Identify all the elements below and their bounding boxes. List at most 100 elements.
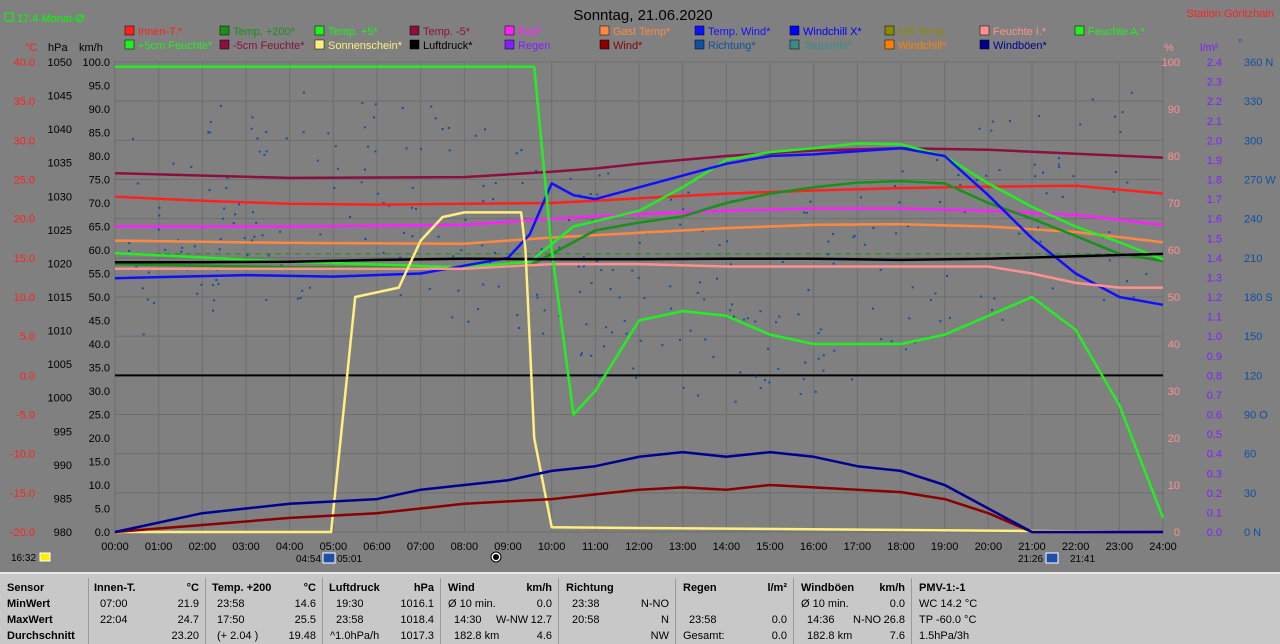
direction-point bbox=[580, 352, 583, 355]
legend-label: -5cm Feuchte* bbox=[233, 40, 305, 52]
direction-point bbox=[579, 290, 582, 293]
direction-tick: 30 bbox=[1244, 488, 1256, 500]
direction-point bbox=[399, 256, 402, 259]
temp-tick: 20.0 bbox=[14, 214, 35, 226]
direction-point bbox=[223, 207, 226, 210]
direction-point bbox=[193, 245, 196, 248]
direction-point bbox=[661, 344, 664, 347]
direction-point bbox=[948, 316, 951, 319]
direction-point bbox=[625, 332, 628, 335]
direction-point bbox=[936, 158, 939, 161]
series-line-temp-5 bbox=[114, 142, 1164, 269]
direction-point bbox=[447, 126, 450, 129]
direction-point bbox=[482, 184, 485, 187]
direction-point bbox=[263, 153, 266, 156]
statistics-panel: Sensor MinWert MaxWert Durchschnitt Inne… bbox=[0, 572, 1280, 644]
direction-point bbox=[540, 248, 543, 251]
temp-tick: 30.0 bbox=[14, 135, 35, 147]
direction-point bbox=[364, 168, 367, 171]
direction-point bbox=[852, 236, 855, 239]
direction-point bbox=[729, 309, 732, 312]
direction-point bbox=[957, 173, 960, 176]
time-tick: 15:00 bbox=[756, 541, 784, 553]
stats-wind: Wind km/h Ø 10 min. 0.0 14:30 W-NW 12.7 … bbox=[440, 578, 559, 644]
pressure-tick: 1025 bbox=[48, 225, 72, 237]
direction-point bbox=[945, 274, 948, 277]
direction-point bbox=[568, 219, 571, 222]
direction-point bbox=[279, 230, 282, 233]
direction-point bbox=[414, 207, 417, 210]
rain-tick: 0.5 bbox=[1207, 429, 1222, 441]
wind-tick: 100.0 bbox=[82, 57, 110, 69]
direction-point bbox=[1057, 163, 1060, 166]
direction-tick: 270 W bbox=[1244, 175, 1276, 187]
rain-tick: 1.7 bbox=[1207, 194, 1222, 206]
time-tick: 05:00 bbox=[320, 541, 348, 553]
legend-label: Innen-T.* bbox=[138, 26, 183, 38]
pressure-tick: 1020 bbox=[48, 258, 72, 270]
wind-tick: 80.0 bbox=[89, 151, 110, 163]
temp-tick: -5.0 bbox=[16, 410, 35, 422]
direction-point bbox=[302, 131, 305, 134]
regen-unit: l/m² bbox=[767, 582, 787, 594]
legend-label: Feuchte I.* bbox=[993, 26, 1047, 38]
boeen-min-label: Ø 10 min. bbox=[801, 598, 849, 610]
rain-tick: 1.3 bbox=[1207, 272, 1222, 284]
time-tick: 01:00 bbox=[145, 541, 173, 553]
direction-point bbox=[430, 105, 433, 108]
direction-point bbox=[363, 126, 366, 129]
direction-point bbox=[213, 299, 216, 302]
regen-max-time: 23:58 bbox=[689, 614, 717, 626]
direction-tick: 330 bbox=[1244, 96, 1262, 108]
direction-point bbox=[1039, 240, 1042, 243]
wind-max-dir: W-NW bbox=[496, 614, 529, 626]
direction-point bbox=[669, 285, 672, 288]
direction-point bbox=[590, 281, 593, 284]
row-label-sensor: Sensor bbox=[7, 582, 45, 594]
direction-point bbox=[451, 316, 454, 319]
direction-point bbox=[333, 187, 336, 190]
wind-tick: 50.0 bbox=[89, 292, 110, 304]
direction-point bbox=[863, 243, 866, 246]
series-line-temp-5 bbox=[114, 146, 1164, 180]
time-tick: 00:00 bbox=[101, 541, 129, 553]
avg-swatch-icon bbox=[4, 12, 14, 22]
legend-swatch bbox=[694, 25, 705, 36]
rain-tick: 0.2 bbox=[1207, 488, 1222, 500]
time-tick: 16:00 bbox=[800, 541, 828, 553]
direction-point bbox=[670, 307, 673, 310]
wind-tick: 25.0 bbox=[89, 410, 110, 422]
legend-swatch bbox=[599, 25, 610, 36]
direction-point bbox=[209, 121, 212, 124]
time-tick: 22:00 bbox=[1062, 541, 1090, 553]
time-tick: 11:00 bbox=[582, 541, 609, 553]
direction-point bbox=[128, 249, 131, 252]
direction-point bbox=[1091, 98, 1094, 101]
legend-swatch bbox=[219, 39, 230, 50]
direction-point bbox=[598, 174, 601, 177]
direction-point bbox=[905, 348, 908, 351]
direction-point bbox=[401, 106, 404, 109]
direction-point bbox=[611, 268, 614, 271]
direction-point bbox=[602, 345, 605, 348]
direction-point bbox=[164, 248, 167, 251]
station-name: Station Göritzhain bbox=[1187, 8, 1274, 20]
direction-point bbox=[802, 378, 805, 381]
direction-point bbox=[434, 117, 437, 120]
direction-point bbox=[871, 307, 874, 310]
direction-point bbox=[687, 191, 690, 194]
sunset-time: 21:26 bbox=[1018, 554, 1043, 565]
direction-point bbox=[265, 150, 268, 153]
direction-point bbox=[729, 263, 732, 266]
direction-point bbox=[859, 196, 862, 199]
direction-point bbox=[225, 187, 228, 190]
direction-point bbox=[403, 231, 406, 234]
direction-point bbox=[697, 394, 700, 397]
stats-boeen: Windböen km/h Ø 10 min. 0.0 14:36 N-NO 2… bbox=[793, 578, 912, 644]
boeen-max: 26.8 bbox=[883, 614, 905, 626]
richtung-max: N bbox=[661, 614, 669, 626]
regen-title: Regen bbox=[683, 582, 717, 594]
luftdruck-max-time: 23:58 bbox=[336, 614, 364, 626]
direction-point bbox=[217, 282, 220, 285]
direction-point bbox=[255, 221, 258, 224]
